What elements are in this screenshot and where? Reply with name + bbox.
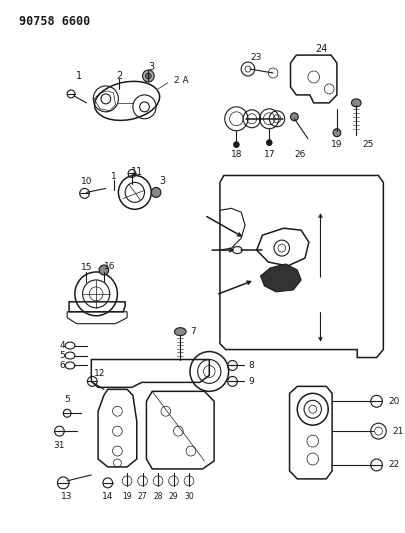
Text: 30: 30 (184, 492, 194, 502)
Text: 24: 24 (315, 44, 328, 54)
Circle shape (290, 113, 298, 121)
Text: 19: 19 (122, 492, 132, 502)
Text: 7: 7 (190, 327, 196, 336)
Text: 22: 22 (388, 461, 399, 470)
Text: 21: 21 (392, 426, 403, 435)
Circle shape (266, 140, 272, 146)
Circle shape (99, 265, 109, 275)
Text: 12: 12 (94, 369, 106, 378)
Text: 8: 8 (248, 361, 254, 370)
Circle shape (145, 73, 151, 79)
Text: 27: 27 (138, 492, 147, 502)
Ellipse shape (175, 328, 186, 336)
Text: 19: 19 (331, 140, 343, 149)
Text: 11: 11 (131, 167, 143, 177)
Text: 29: 29 (169, 492, 178, 502)
Text: 6: 6 (60, 361, 65, 370)
Text: 9: 9 (248, 377, 254, 386)
Text: 1: 1 (76, 71, 82, 81)
Text: 5: 5 (64, 395, 70, 404)
Text: 2 A: 2 A (173, 76, 188, 85)
Text: 16: 16 (104, 262, 115, 271)
Circle shape (333, 129, 341, 136)
Ellipse shape (232, 247, 242, 254)
Text: 13: 13 (62, 492, 73, 502)
Text: 3: 3 (148, 62, 154, 72)
Text: 31: 31 (53, 441, 65, 449)
Text: 1: 1 (111, 172, 116, 181)
Text: 15: 15 (81, 263, 92, 272)
Text: 17: 17 (264, 150, 275, 159)
Text: 3: 3 (159, 176, 165, 187)
Text: 14: 14 (102, 492, 113, 502)
Text: 23: 23 (250, 53, 261, 62)
Text: 28: 28 (153, 492, 163, 502)
Text: 4: 4 (60, 341, 65, 350)
Circle shape (143, 70, 154, 82)
Circle shape (233, 142, 239, 148)
Text: 26: 26 (294, 150, 306, 159)
Text: 20: 20 (388, 397, 400, 406)
Text: 90758 6600: 90758 6600 (19, 15, 90, 28)
Polygon shape (260, 264, 301, 292)
Text: 25: 25 (362, 140, 373, 149)
Circle shape (151, 188, 161, 197)
Text: 10: 10 (81, 177, 92, 186)
Text: 18: 18 (230, 150, 242, 159)
Ellipse shape (352, 99, 361, 107)
Text: 5: 5 (60, 351, 65, 360)
Text: 2: 2 (116, 71, 122, 81)
